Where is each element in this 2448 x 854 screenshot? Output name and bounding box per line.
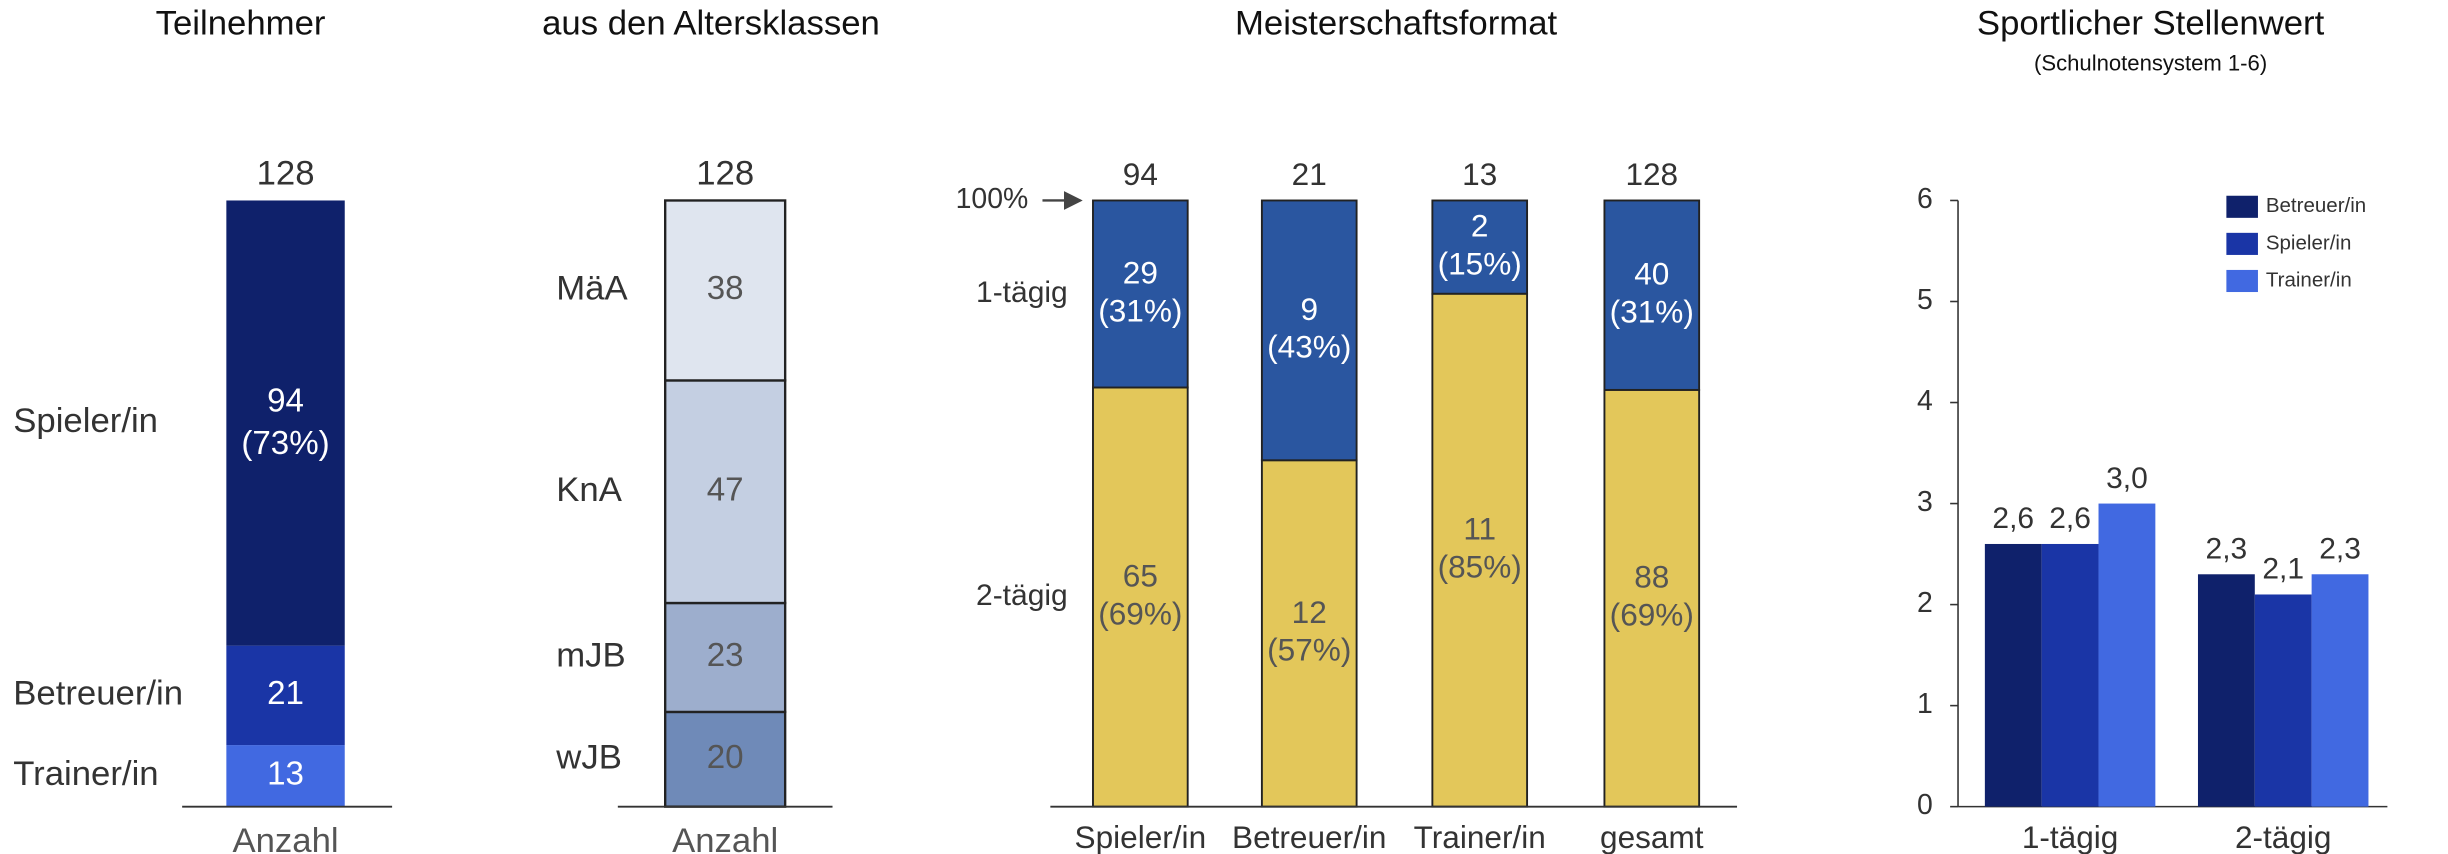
x-tick-label: Spieler/in [1075,819,1207,854]
legend-swatch [2226,195,2258,218]
x-axis-label: Anzahl [672,822,778,854]
legend-label: Trainer/in [2266,268,2352,291]
value-label: 20 [707,739,744,776]
value-label: 2,3 [2206,533,2248,566]
value-label: 47 [707,471,744,508]
bar [2311,574,2369,807]
value-label: 2,1 [2262,553,2304,586]
chart-title: Meisterschaftsformat [1235,4,1558,42]
y-tick-label: 1 [1917,688,1933,720]
share-label: (31%) [1610,293,1694,329]
total-label: 128 [257,154,315,192]
chart-title: aus den Altersklassen [542,4,880,42]
bar-segment [226,745,345,807]
series-label: mJB [556,637,625,675]
series-label: MäA [556,270,628,308]
value-label: 2,3 [2319,533,2361,566]
x-axis-label: Anzahl [232,822,338,854]
y-tick-label: 100% [956,183,1029,215]
value-label: 2,6 [1992,502,2034,535]
bar [2098,503,2156,807]
value-label: 13 [267,756,304,793]
series-label: Trainer/in [13,755,158,793]
value-label: 12 [1292,594,1327,630]
bar-segment [664,199,787,382]
y-tick-label: 2 [1917,587,1933,619]
bar-segment [1431,199,1529,295]
value-label: 2,6 [2049,502,2091,535]
share-label: (15%) [1438,245,1522,281]
series-label: 1-tägig [976,276,1068,309]
value-label: 40 [1634,256,1669,292]
value-label: 88 [1634,559,1669,595]
x-tick-label: 1-tägig [2022,819,2119,854]
share-label: (73%) [241,425,329,462]
chart-title: Teilnehmer [156,4,326,42]
total-label: 128 [1625,156,1678,192]
x-tick-label: gesamt [1600,819,1704,854]
value-label: 3,0 [2106,462,2148,495]
value-label: 29 [1123,254,1158,290]
series-label: Spieler/in [13,402,158,440]
share-label: (43%) [1267,329,1351,365]
share-label: (85%) [1438,548,1522,584]
series-label: wJB [555,738,622,776]
bar-segment [664,601,787,714]
share-label: (69%) [1610,597,1694,633]
value-label: 2 [1471,208,1489,244]
share-label: (31%) [1098,292,1182,328]
x-tick-label: Betreuer/in [1232,819,1386,854]
bar-segment [1431,292,1529,808]
bar-segment [664,379,787,605]
value-label: 9 [1300,291,1318,327]
series-label: 2-tägig [976,579,1068,612]
series-label: Betreuer/in [13,675,183,713]
bar-segment [226,645,345,746]
series-label: KnA [556,471,622,509]
total-label: 21 [1292,156,1327,192]
value-label: 94 [267,382,304,419]
chart-title: Sportlicher Stellenwert [1977,4,2325,42]
legend-swatch [2226,232,2258,255]
bar [2254,594,2312,807]
value-label: 21 [267,675,304,712]
y-tick-label: 0 [1917,789,1933,821]
value-label: 23 [707,637,744,674]
bar [2197,574,2255,807]
y-tick-label: 6 [1917,183,1933,215]
total-label: 128 [696,154,754,192]
value-label: 11 [1463,511,1496,547]
bar [2041,543,2099,807]
bar [1984,543,2042,807]
total-label: 13 [1462,156,1497,192]
legend-label: Spieler/in [2266,231,2352,254]
bar-segment [226,200,345,646]
share-label: (57%) [1267,632,1351,668]
y-tick-label: 5 [1917,284,1933,316]
share-label: (69%) [1098,595,1182,631]
bar-segment [1260,199,1358,462]
bar-segment [1092,199,1189,389]
x-tick-label: Trainer/in [1414,819,1546,854]
chart-subtitle: (Schulnotensystem 1-6) [2034,51,2267,76]
y-tick-label: 3 [1917,486,1933,518]
value-label: 38 [707,270,744,307]
legend-swatch [2226,269,2258,293]
y-tick-label: 4 [1917,385,1933,417]
value-label: 65 [1123,557,1158,593]
legend-label: Betreuer/in [2266,194,2366,217]
x-tick-label: 2-tägig [2235,819,2332,854]
total-label: 94 [1123,156,1158,192]
bar-segment [1603,199,1701,391]
